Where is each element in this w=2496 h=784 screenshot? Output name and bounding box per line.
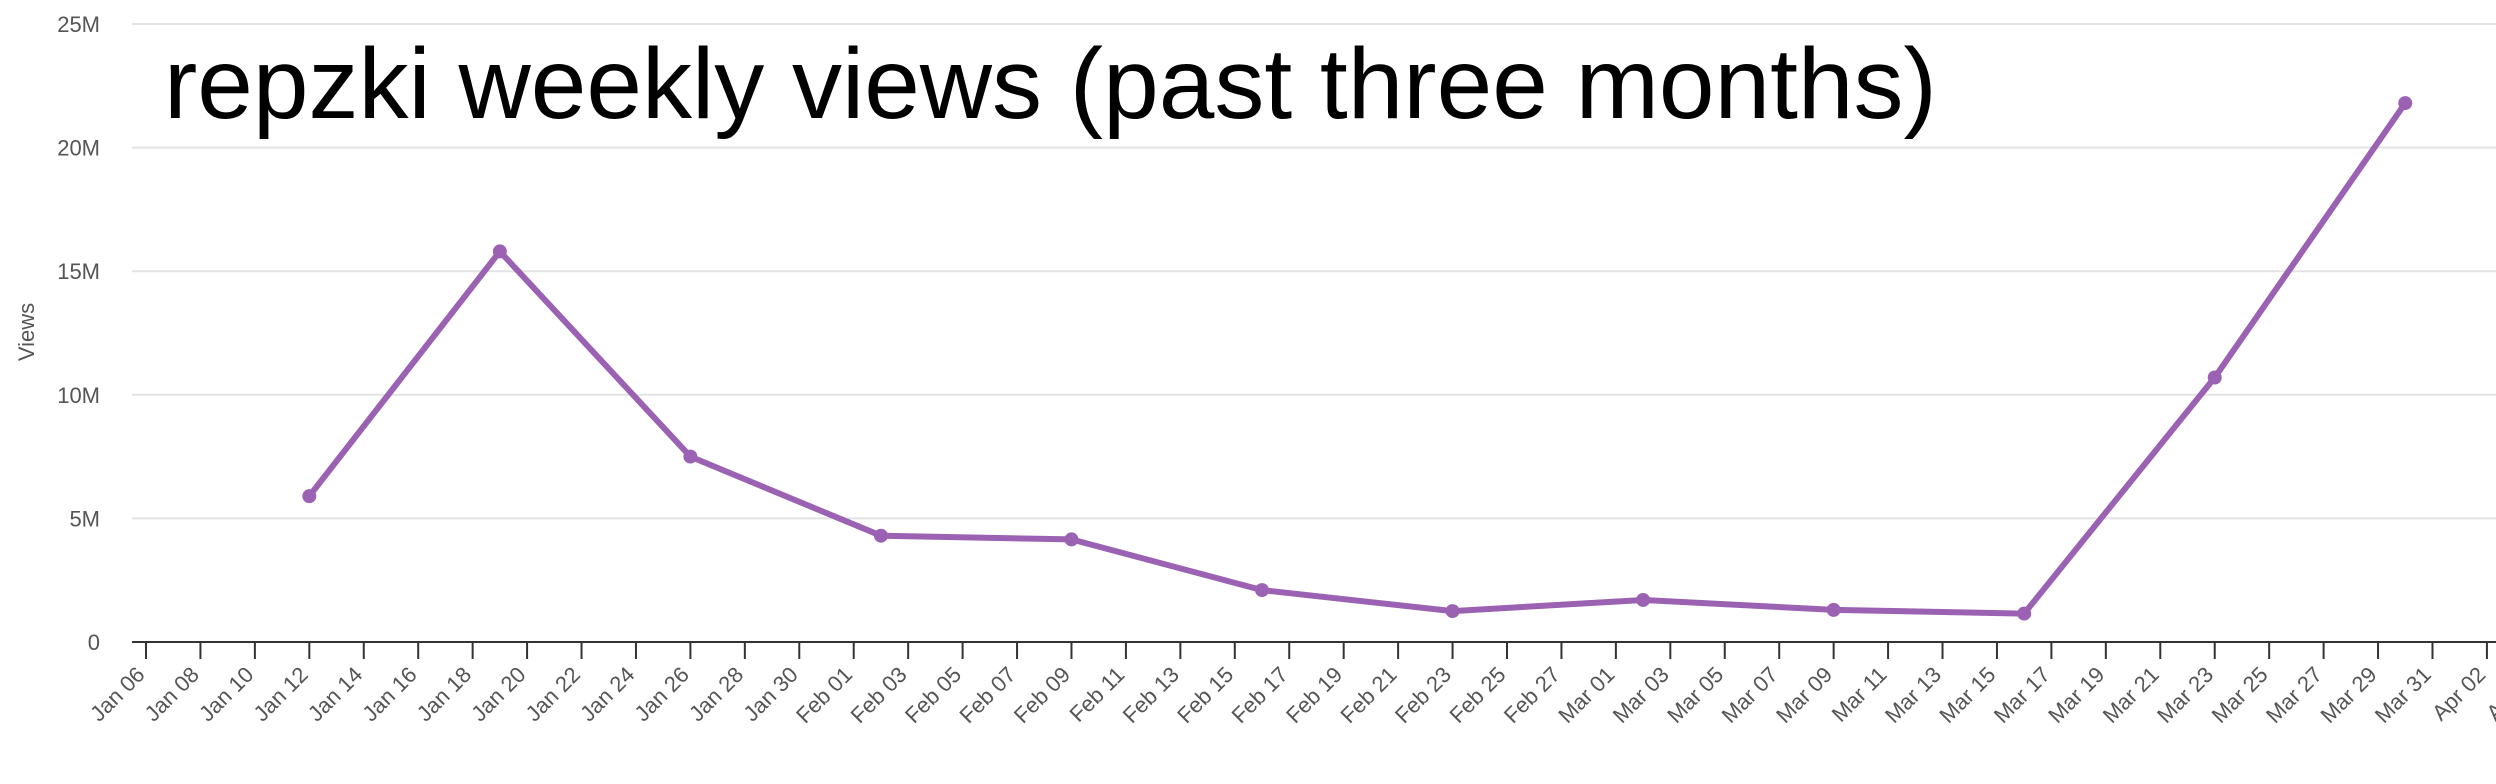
x-tick-label: Jan 22 — [521, 662, 585, 726]
x-tick-label: Mar 29 — [2315, 662, 2381, 728]
point — [2398, 96, 2413, 111]
x-tick-label: Mar 31 — [2370, 662, 2436, 728]
x-tick-label: Feb 07 — [954, 662, 1020, 728]
y-tick-label: 0 — [88, 630, 100, 655]
x-tick-label: Jan 08 — [140, 662, 204, 726]
x-tick-label: Feb 15 — [1172, 662, 1238, 728]
x-tick-label: Mar 25 — [2207, 662, 2273, 728]
point — [873, 528, 888, 543]
x-tick-label: Mar 23 — [2152, 662, 2218, 728]
point — [1064, 532, 1079, 547]
x-tick-label: Feb 11 — [1065, 662, 1130, 727]
point — [1636, 592, 1651, 607]
x-tick-label: Feb 05 — [900, 662, 966, 728]
x-tick-label: Mar 27 — [2261, 662, 2327, 728]
x-tick-label: Mar 15 — [1934, 662, 2000, 728]
x-tick-label: Mar 21 — [2098, 662, 2164, 728]
line — [306, 101, 2408, 617]
x-tick-label: Feb 03 — [846, 662, 912, 728]
x-tick-label: Feb 09 — [1009, 662, 1075, 728]
point — [492, 244, 507, 259]
x-tick-label: Jan 10 — [194, 662, 258, 726]
x-tick-label: Jan 20 — [466, 662, 530, 726]
point — [1255, 583, 1270, 598]
x-tick-label: Feb 25 — [1444, 662, 1510, 728]
x-tick-label: Feb 21 — [1336, 662, 1402, 728]
x-tick-label: Mar 07 — [1717, 662, 1783, 728]
x-tick-label: Jan 06 — [85, 662, 149, 726]
x-tick-label: Mar 19 — [2043, 662, 2109, 728]
x-tick-label: Mar 11 — [1827, 662, 1892, 727]
x-tick-label: Jan 28 — [684, 662, 748, 726]
x-tick-label: Feb 27 — [1499, 662, 1565, 728]
point — [683, 449, 698, 464]
x-tick-label: Jan 18 — [412, 662, 476, 726]
x-tick-label: Mar 01 — [1553, 662, 1619, 728]
x-tick-label: Apr 04 — [2481, 662, 2496, 726]
point — [1445, 604, 1460, 619]
x-tick-label: Jan 24 — [575, 662, 639, 726]
chart-title: repzki weekly views (past three months) — [164, 28, 1937, 140]
x-tick-label: Jan 14 — [303, 662, 367, 726]
y-tick-label: 5M — [69, 506, 100, 531]
point — [302, 489, 317, 504]
x-tick-label: Feb 23 — [1390, 662, 1456, 728]
x-tick-label: Feb 17 — [1227, 662, 1293, 728]
x-tick-label: Feb 19 — [1281, 662, 1347, 728]
y-axis-label: Views — [14, 303, 39, 361]
x-tick-label: Jan 30 — [738, 662, 802, 726]
point — [2207, 370, 2222, 385]
x-tick-label: Jan 12 — [248, 662, 312, 726]
x-tick-label: Apr 02 — [2427, 662, 2491, 726]
point — [2017, 606, 2032, 621]
x-tick-label: Jan 16 — [357, 662, 421, 726]
y-tick-label: 25M — [57, 12, 100, 37]
x-tick-label: Mar 09 — [1771, 662, 1837, 728]
x-tick-label: Mar 05 — [1662, 662, 1728, 728]
x-tick-label: Feb 01 — [791, 662, 857, 728]
y-tick-label: 10M — [57, 383, 100, 408]
x-tick-label: Mar 03 — [1608, 662, 1674, 728]
point — [1826, 602, 1841, 617]
y-tick-label: 15M — [57, 259, 100, 284]
x-tick-label: Mar 13 — [1880, 662, 1946, 728]
x-tick-label: Mar 17 — [1989, 662, 2055, 728]
x-tick-label: Feb 13 — [1118, 662, 1184, 728]
y-tick-label: 20M — [57, 136, 100, 161]
x-tick-label: Jan 26 — [630, 662, 694, 726]
